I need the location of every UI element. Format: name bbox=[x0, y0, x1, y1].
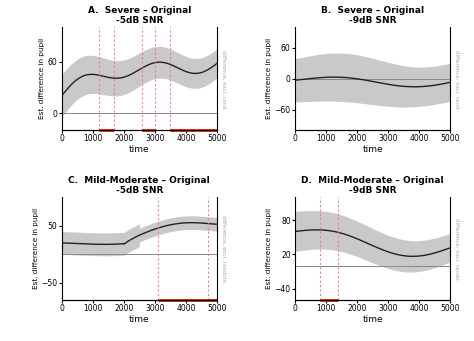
Y-axis label: difference, excl. random: difference, excl. random bbox=[221, 215, 226, 282]
Title: B.  Severe – Original
-9dB SNR: B. Severe – Original -9dB SNR bbox=[321, 6, 424, 25]
Y-axis label: difference, excl. rand: difference, excl. rand bbox=[221, 49, 226, 108]
Y-axis label: Est. difference in pupil: Est. difference in pupil bbox=[266, 38, 272, 119]
Y-axis label: difference, excl. rand: difference, excl. rand bbox=[455, 49, 459, 108]
X-axis label: time: time bbox=[362, 315, 383, 324]
X-axis label: time: time bbox=[362, 145, 383, 154]
X-axis label: time: time bbox=[129, 145, 150, 154]
Y-axis label: Est. difference in pupil: Est. difference in pupil bbox=[33, 208, 38, 289]
Title: D.  Mild-Moderate – Original
-9dB SNR: D. Mild-Moderate – Original -9dB SNR bbox=[301, 176, 444, 195]
Y-axis label: difference, excl. rando: difference, excl. rando bbox=[455, 218, 459, 280]
X-axis label: time: time bbox=[129, 315, 150, 324]
Y-axis label: Est. difference in pupil: Est. difference in pupil bbox=[39, 38, 45, 119]
Y-axis label: Est. difference in pupil: Est. difference in pupil bbox=[266, 208, 272, 289]
Title: C.  Mild-Moderate – Original
-5dB SNR: C. Mild-Moderate – Original -5dB SNR bbox=[68, 176, 210, 195]
Title: A.  Severe – Original
-5dB SNR: A. Severe – Original -5dB SNR bbox=[88, 6, 191, 25]
